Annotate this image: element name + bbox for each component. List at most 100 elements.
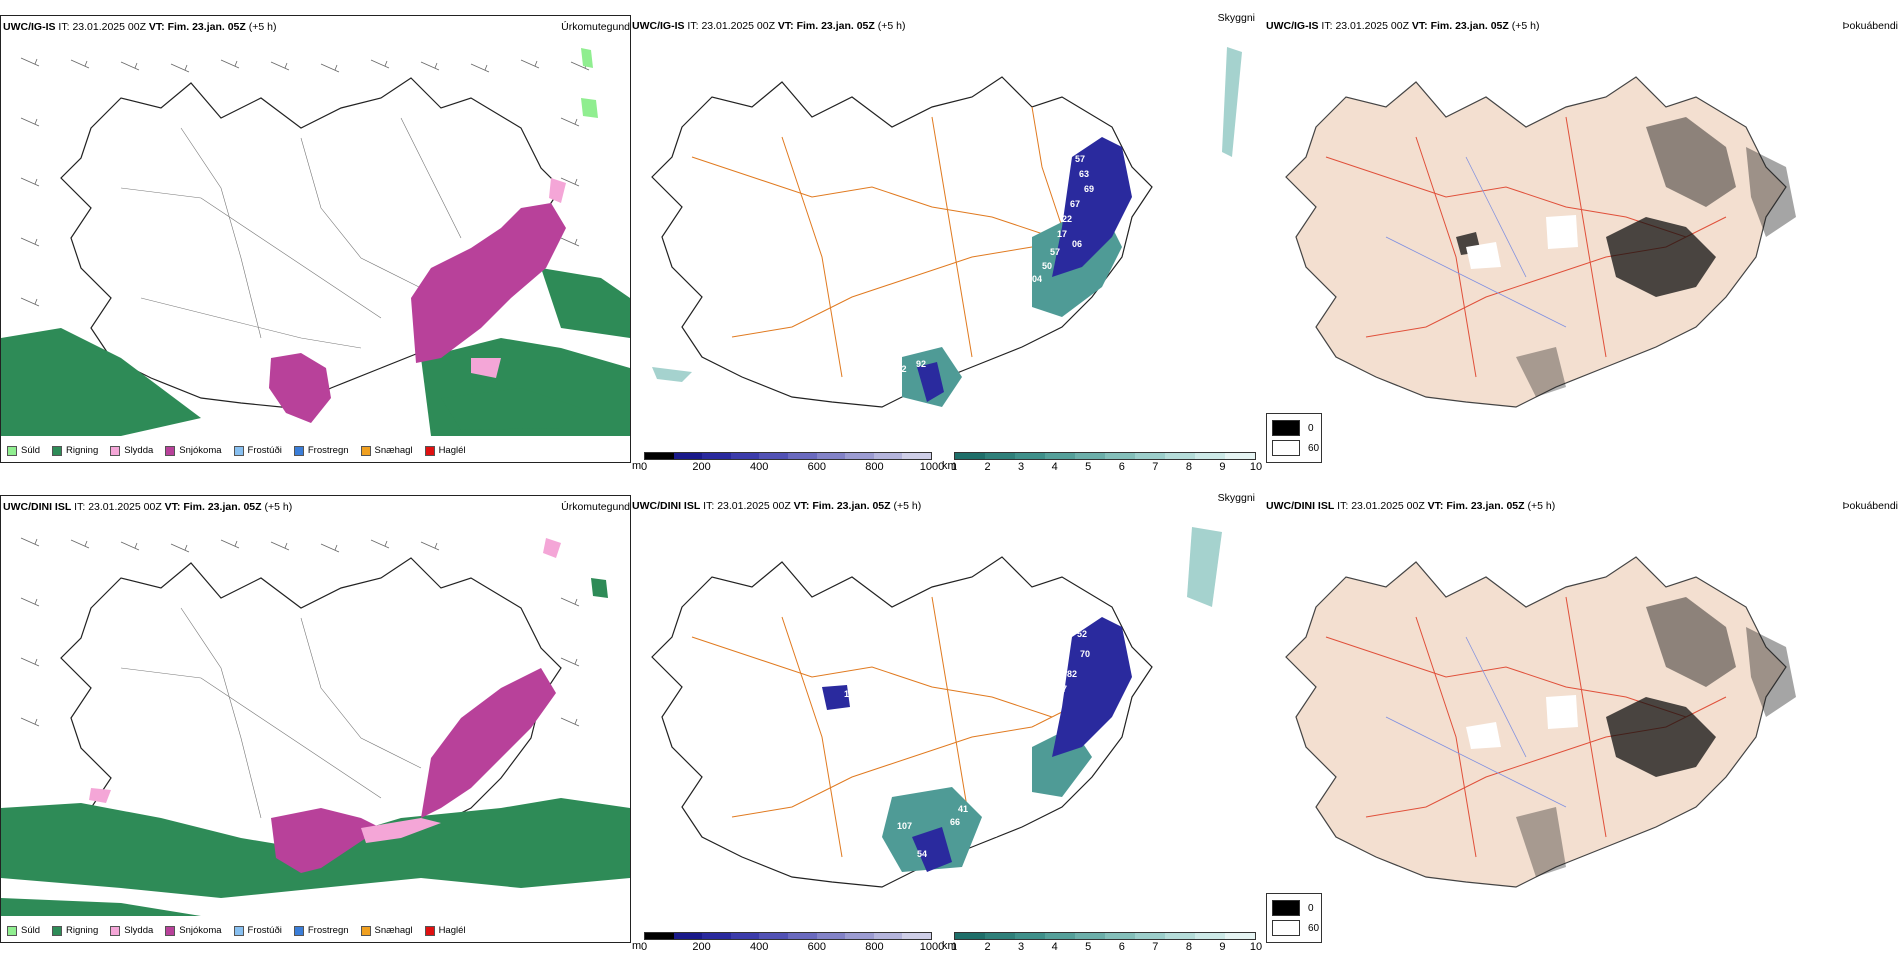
fog-swatch-0 — [1272, 420, 1300, 436]
colorbar-tick-label: 9 — [1219, 941, 1226, 953]
precip-legend: Súld Rigning Slydda Snjókoma Frostúði Frostre… — [7, 445, 466, 456]
colorbar-segment — [1195, 933, 1225, 939]
colorbar-tick-label: 10 — [1249, 461, 1263, 473]
vt-value: Fim. 23.jan. 05Z — [167, 21, 246, 33]
field-name: Skyggni — [1217, 492, 1255, 504]
visibility-value-label: 47 — [1050, 699, 1060, 709]
visibility-value-label: 52 — [1077, 629, 1087, 639]
colorbar-tick-label: 600 — [807, 941, 826, 953]
legend-item: Súld — [7, 925, 40, 936]
it-label: IT: — [58, 21, 70, 33]
legend-swatch — [165, 445, 176, 456]
vt-label: VT: — [148, 21, 165, 33]
road-network — [691, 596, 1093, 858]
colorbar-tick-label: 200 — [692, 461, 711, 473]
legend-label: Súld — [21, 445, 41, 456]
snow-areas — [269, 203, 566, 423]
colorbar-tick-label: 1 — [950, 461, 958, 473]
colorbar-segment — [1105, 933, 1135, 939]
fog-map-top — [1285, 76, 1796, 408]
visibility-value-label: 253 — [988, 279, 1003, 289]
field-name: Úrkomutegund — [561, 21, 630, 33]
precip-map-top — [1, 48, 630, 436]
rivers — [1385, 156, 1567, 328]
colorbar-segment — [1045, 453, 1075, 459]
model-name: UWC/DINI ISL — [1266, 500, 1335, 512]
fog-swatch-60 — [1272, 920, 1300, 936]
colorbar-segment — [1105, 453, 1135, 459]
colorbar-segment — [1135, 453, 1165, 459]
colorbar-segment — [816, 453, 846, 459]
field-name: Skyggni — [1217, 12, 1255, 24]
colorbar-segment — [702, 933, 731, 939]
colorbar-segment — [1225, 933, 1255, 939]
vt-value: Fim. 23.jan. 05Z — [1446, 500, 1525, 512]
vt-label: VT: — [164, 501, 181, 513]
it-value: 23.01.2025 00Z — [717, 500, 791, 512]
visibility-value-label: 70 — [967, 297, 977, 307]
colorbar-segment — [955, 453, 985, 459]
colorbar-segment — [730, 453, 760, 459]
legend-label: Rigning — [66, 445, 99, 456]
precip-legend: Súld Rigning Slydda Snjókoma Frostúði Frostre… — [7, 925, 466, 936]
legend-label: Frostregn — [307, 925, 349, 936]
visibility-value-label: 92 — [916, 359, 926, 369]
legend-label: Snjókoma — [179, 445, 222, 456]
panel-header: UWC/IG-IS IT: 23.01.2025 00Z VT: Fim. 23… — [632, 12, 1263, 37]
colorbar-tick-label: 0 — [640, 941, 648, 953]
colorbar-tick-label: 5 — [1085, 941, 1092, 953]
colorbar-tick-label: 4 — [1051, 941, 1058, 953]
legend-label: Frostregn — [307, 445, 349, 456]
visibility-value-label: 1000 — [978, 829, 998, 839]
colorbar-segment — [645, 933, 674, 939]
colorbar-segment — [1075, 933, 1105, 939]
unit-label: km — [942, 940, 957, 952]
legend-swatch — [233, 445, 244, 456]
lead-time: (+5 h) — [264, 501, 293, 513]
legend-label: Haglél — [438, 445, 466, 456]
colorbar-segment — [955, 933, 985, 939]
colorbar-segment — [787, 453, 817, 459]
vt-value: Fim. 23.jan. 05Z — [1430, 20, 1509, 32]
legend-item: Snæhagl — [360, 925, 413, 936]
legend-swatch — [233, 925, 244, 936]
visibility-value-label: 69 — [904, 341, 914, 351]
catchment-lines — [120, 607, 422, 819]
visibility-value-label: 63 — [1079, 169, 1089, 179]
it-value: 23.01.2025 00Z — [701, 20, 775, 32]
visibility-value-label: 50 — [1042, 261, 1052, 271]
iceland-outline — [1285, 556, 1787, 888]
colorbar-tick-label: 400 — [750, 461, 769, 473]
visibility-value-label: 69 — [1084, 184, 1094, 194]
legend-swatch — [360, 925, 371, 936]
colorbar-segment — [873, 933, 903, 939]
it-label: IT: — [1337, 500, 1349, 512]
colorbar-segment — [1195, 453, 1225, 459]
wind-barbs — [20, 537, 580, 727]
colorbar-tick-label: 7 — [1152, 461, 1159, 473]
colorbar-segment — [1075, 453, 1105, 459]
fog-map-bottom — [1285, 556, 1796, 888]
colorbar-tick-label: 3 — [1018, 461, 1025, 473]
visibility-value-label: 22 — [1062, 214, 1072, 224]
fog-white-areas — [1466, 215, 1578, 269]
vt-label: VT: — [793, 500, 810, 512]
colorbar-tick-label: 1000 — [919, 461, 945, 473]
field-name: Úrkomutegund — [561, 501, 630, 513]
legend-swatch — [424, 445, 435, 456]
legend-item: Súld — [7, 445, 40, 456]
fog-panel-bottom: UWC/DINI ISL IT: 23.01.2025 00Z VT: Fim.… — [1266, 495, 1900, 943]
legend-label: Frostúði — [247, 925, 282, 936]
legend-item: Rigning — [52, 445, 98, 456]
legend-item: Snjókoma — [165, 445, 222, 456]
visibility-value-label: 17 — [1057, 229, 1067, 239]
visibility-value-label: 63 — [1024, 737, 1034, 747]
legend-label: Haglél — [438, 925, 466, 936]
colorbar-tick-label: 3 — [1018, 941, 1025, 953]
legend-swatch — [52, 925, 63, 936]
visibility-value-label: 57 — [1075, 154, 1085, 164]
fog-streaks — [652, 47, 1242, 382]
colorbar-segment — [902, 453, 931, 459]
precip-type-panel-bottom: UWC/DINI ISL IT: 23.01.2025 00Z VT: Fim.… — [0, 495, 631, 943]
sleet-areas — [471, 178, 566, 378]
